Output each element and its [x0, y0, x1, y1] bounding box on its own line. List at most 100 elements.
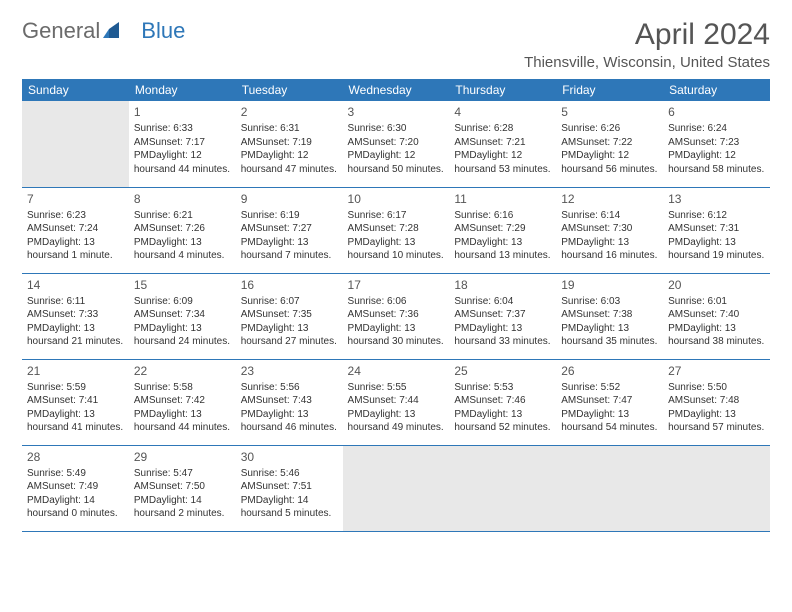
daylight2-text: and 44 minutes. [159, 422, 230, 433]
day-number: 9 [241, 191, 338, 207]
calendar-cell: 4Sunrise: 6:28 AMSunset: 7:21 PMDaylight… [449, 101, 556, 187]
daylight2-text: and 24 minutes. [159, 336, 230, 347]
calendar-cell: 13Sunrise: 6:12 AMSunset: 7:31 PMDayligh… [663, 187, 770, 273]
daylight2-text: and 47 minutes. [266, 164, 337, 175]
daylight2-text: and 35 minutes. [586, 336, 657, 347]
calendar-cell: 7Sunrise: 6:23 AMSunset: 7:24 PMDaylight… [22, 187, 129, 273]
calendar-cell: 21Sunrise: 5:59 AMSunset: 7:41 PMDayligh… [22, 359, 129, 445]
daylight2-text: and 44 minutes. [159, 164, 230, 175]
day-number: 22 [134, 363, 231, 379]
day-number: 7 [27, 191, 124, 207]
day-number: 8 [134, 191, 231, 207]
day-number: 5 [561, 104, 658, 120]
weekday-header: Wednesday [343, 79, 450, 101]
day-number: 4 [454, 104, 551, 120]
daylight2-text: and 5 minutes. [266, 508, 332, 519]
day-number: 11 [454, 191, 551, 207]
daylight2-text: and 52 minutes. [479, 422, 550, 433]
calendar-cell: 24Sunrise: 5:55 AMSunset: 7:44 PMDayligh… [343, 359, 450, 445]
day-number: 13 [668, 191, 765, 207]
day-number: 12 [561, 191, 658, 207]
weekday-header: Thursday [449, 79, 556, 101]
logo-text-general: General [22, 18, 100, 44]
location-text: Thiensville, Wisconsin, United States [524, 54, 770, 71]
calendar-cell: 22Sunrise: 5:58 AMSunset: 7:42 PMDayligh… [129, 359, 236, 445]
daylight2-text: and 38 minutes. [693, 336, 764, 347]
daylight2-text: and 30 minutes. [373, 336, 444, 347]
calendar-cell: 6Sunrise: 6:24 AMSunset: 7:23 PMDaylight… [663, 101, 770, 187]
day-number: 28 [27, 449, 124, 465]
calendar-cell: 1Sunrise: 6:33 AMSunset: 7:17 PMDaylight… [129, 101, 236, 187]
daylight2-text: and 16 minutes. [586, 250, 657, 261]
calendar-cell: 23Sunrise: 5:56 AMSunset: 7:43 PMDayligh… [236, 359, 343, 445]
day-number: 15 [134, 277, 231, 293]
month-title: April 2024 [524, 18, 770, 52]
day-number: 29 [134, 449, 231, 465]
calendar-cell [343, 445, 450, 531]
calendar-cell: 26Sunrise: 5:52 AMSunset: 7:47 PMDayligh… [556, 359, 663, 445]
daylight2-text: and 56 minutes. [586, 164, 657, 175]
daylight2-text: and 10 minutes. [373, 250, 444, 261]
calendar-cell: 28Sunrise: 5:49 AMSunset: 7:49 PMDayligh… [22, 445, 129, 531]
day-number: 26 [561, 363, 658, 379]
calendar-cell: 29Sunrise: 5:47 AMSunset: 7:50 PMDayligh… [129, 445, 236, 531]
calendar-cell: 27Sunrise: 5:50 AMSunset: 7:48 PMDayligh… [663, 359, 770, 445]
weekday-header-row: SundayMondayTuesdayWednesdayThursdayFrid… [22, 79, 770, 101]
calendar-table: SundayMondayTuesdayWednesdayThursdayFrid… [22, 79, 770, 532]
calendar-cell: 25Sunrise: 5:53 AMSunset: 7:46 PMDayligh… [449, 359, 556, 445]
daylight2-text: and 54 minutes. [586, 422, 657, 433]
calendar-week-row: 14Sunrise: 6:11 AMSunset: 7:33 PMDayligh… [22, 273, 770, 359]
day-number: 1 [134, 104, 231, 120]
daylight2-text: and 41 minutes. [52, 422, 123, 433]
day-number: 24 [348, 363, 445, 379]
day-number: 25 [454, 363, 551, 379]
calendar-cell [663, 445, 770, 531]
calendar-cell: 3Sunrise: 6:30 AMSunset: 7:20 PMDaylight… [343, 101, 450, 187]
logo-text-blue: Blue [141, 18, 185, 44]
daylight2-text: and 2 minutes. [159, 508, 225, 519]
calendar-week-row: 1Sunrise: 6:33 AMSunset: 7:17 PMDaylight… [22, 101, 770, 187]
day-number: 3 [348, 104, 445, 120]
logo: General Blue [22, 18, 185, 44]
calendar-cell: 5Sunrise: 6:26 AMSunset: 7:22 PMDaylight… [556, 101, 663, 187]
calendar-cell: 8Sunrise: 6:21 AMSunset: 7:26 PMDaylight… [129, 187, 236, 273]
calendar-cell: 16Sunrise: 6:07 AMSunset: 7:35 PMDayligh… [236, 273, 343, 359]
day-number: 27 [668, 363, 765, 379]
daylight2-text: and 46 minutes. [266, 422, 337, 433]
calendar-cell: 30Sunrise: 5:46 AMSunset: 7:51 PMDayligh… [236, 445, 343, 531]
calendar-cell [556, 445, 663, 531]
calendar-cell: 11Sunrise: 6:16 AMSunset: 7:29 PMDayligh… [449, 187, 556, 273]
daylight2-text: and 27 minutes. [266, 336, 337, 347]
calendar-week-row: 28Sunrise: 5:49 AMSunset: 7:49 PMDayligh… [22, 445, 770, 531]
daylight2-text: and 49 minutes. [373, 422, 444, 433]
weekday-header: Friday [556, 79, 663, 101]
day-number: 20 [668, 277, 765, 293]
calendar-cell: 20Sunrise: 6:01 AMSunset: 7:40 PMDayligh… [663, 273, 770, 359]
day-number: 14 [27, 277, 124, 293]
daylight2-text: and 33 minutes. [479, 336, 550, 347]
day-number: 16 [241, 277, 338, 293]
daylight2-text: and 13 minutes. [479, 250, 550, 261]
calendar-cell: 18Sunrise: 6:04 AMSunset: 7:37 PMDayligh… [449, 273, 556, 359]
calendar-cell [449, 445, 556, 531]
day-number: 2 [241, 104, 338, 120]
daylight2-text: and 21 minutes. [52, 336, 123, 347]
calendar-cell: 9Sunrise: 6:19 AMSunset: 7:27 PMDaylight… [236, 187, 343, 273]
calendar-cell: 14Sunrise: 6:11 AMSunset: 7:33 PMDayligh… [22, 273, 129, 359]
daylight2-text: and 1 minute. [52, 250, 113, 261]
day-number: 6 [668, 104, 765, 120]
daylight2-text: and 4 minutes. [159, 250, 225, 261]
header: General Blue April 2024 Thiensville, Wis… [22, 18, 770, 71]
calendar-cell: 17Sunrise: 6:06 AMSunset: 7:36 PMDayligh… [343, 273, 450, 359]
calendar-week-row: 7Sunrise: 6:23 AMSunset: 7:24 PMDaylight… [22, 187, 770, 273]
day-number: 23 [241, 363, 338, 379]
weekday-header: Saturday [663, 79, 770, 101]
calendar-cell: 10Sunrise: 6:17 AMSunset: 7:28 PMDayligh… [343, 187, 450, 273]
daylight2-text: and 7 minutes. [266, 250, 332, 261]
day-number: 21 [27, 363, 124, 379]
chart-icon [103, 18, 123, 44]
daylight2-text: and 19 minutes. [693, 250, 764, 261]
day-number: 18 [454, 277, 551, 293]
calendar-week-row: 21Sunrise: 5:59 AMSunset: 7:41 PMDayligh… [22, 359, 770, 445]
daylight2-text: and 53 minutes. [479, 164, 550, 175]
